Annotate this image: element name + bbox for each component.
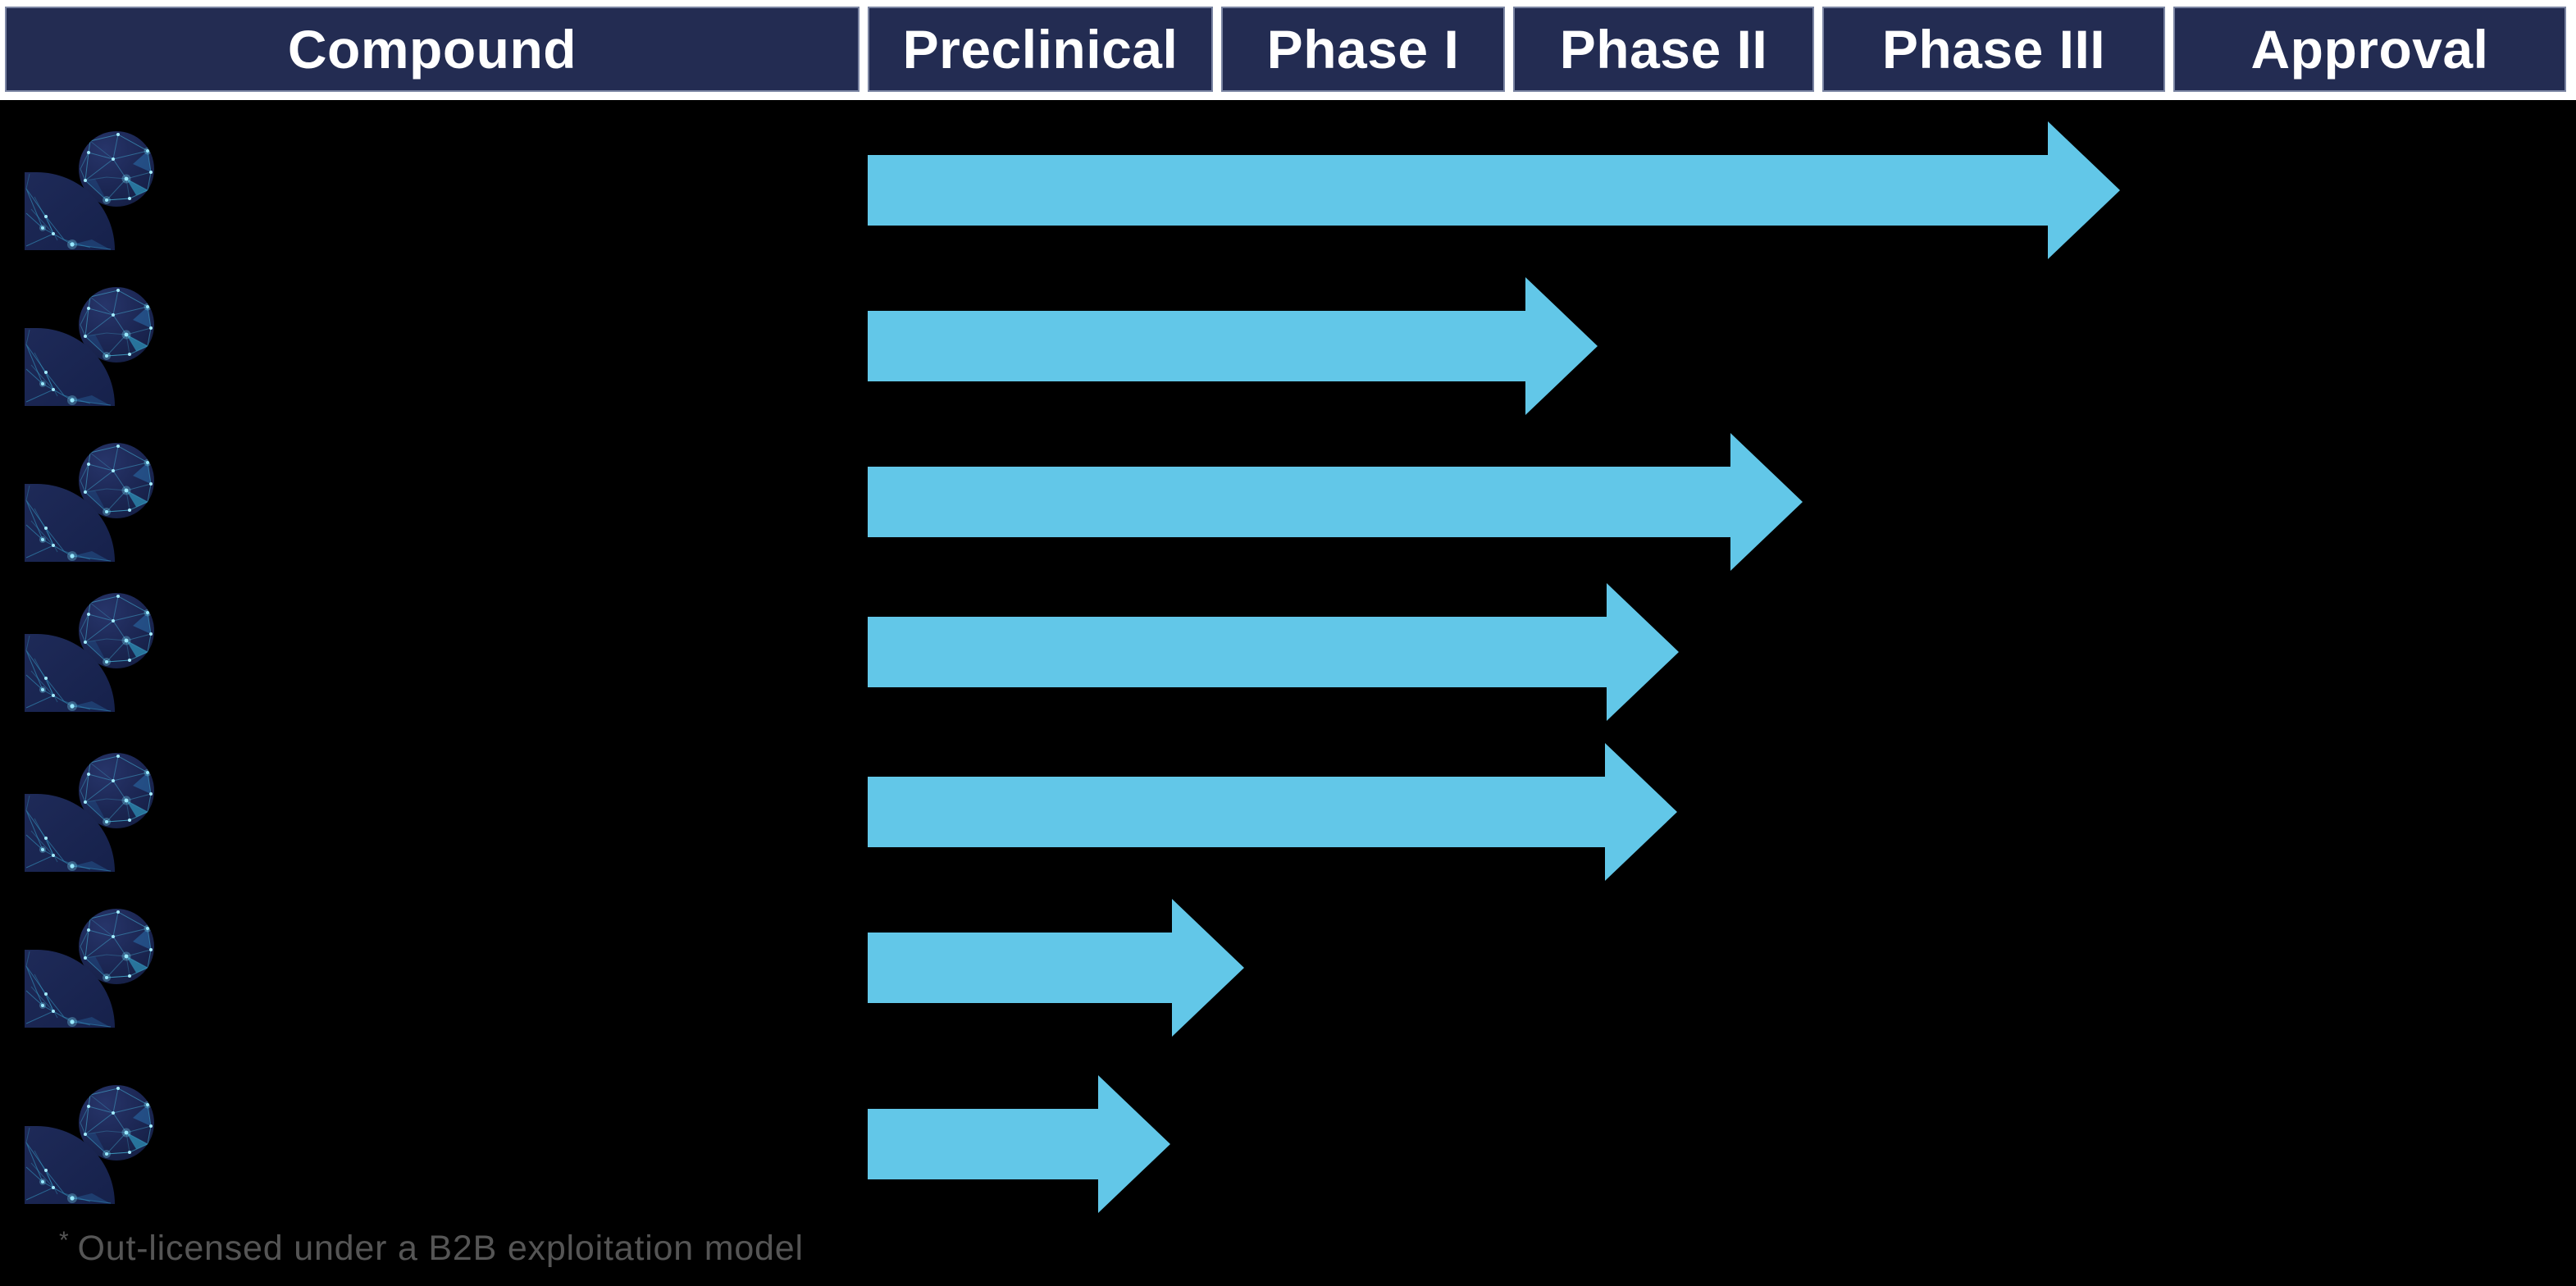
pipeline-progress-arrow xyxy=(868,583,1679,721)
header-cell-phase-3: Phase III xyxy=(1822,7,2165,92)
pipeline-progress-arrow xyxy=(868,1075,1170,1213)
header-cell-compound: Compound xyxy=(5,7,859,92)
pipeline-progress-arrow xyxy=(868,433,1803,571)
compound-globe-logo-icon xyxy=(25,753,156,872)
compound-globe-logo-icon xyxy=(25,1085,156,1204)
header-cell-preclinical: Preclinical xyxy=(868,7,1213,92)
footnote-asterisk: * xyxy=(59,1227,70,1254)
compound-globe-logo-icon xyxy=(25,909,156,1028)
header-cell-phase-2: Phase II xyxy=(1513,7,1814,92)
pipeline-progress-arrow xyxy=(868,121,2120,259)
compound-globe-logo-icon xyxy=(25,443,156,562)
header-cell-phase-1: Phase I xyxy=(1221,7,1505,92)
pipeline-progress-arrow xyxy=(868,277,1598,415)
compound-globe-logo-icon xyxy=(25,131,156,250)
compound-globe-logo-icon xyxy=(25,287,156,406)
header-cell-approval: Approval xyxy=(2173,7,2566,92)
compound-globe-logo-icon xyxy=(25,593,156,712)
footnote-text: Out-licensed under a B2B exploitation mo… xyxy=(77,1229,804,1268)
pipeline-progress-arrow xyxy=(868,743,1677,881)
phase-header-band: Compound Preclinical Phase I Phase II Phase … xyxy=(0,0,2576,100)
pipeline-progress-arrow xyxy=(868,899,1244,1037)
footnote: * Out-licensed under a B2B exploitation m… xyxy=(59,1227,804,1269)
